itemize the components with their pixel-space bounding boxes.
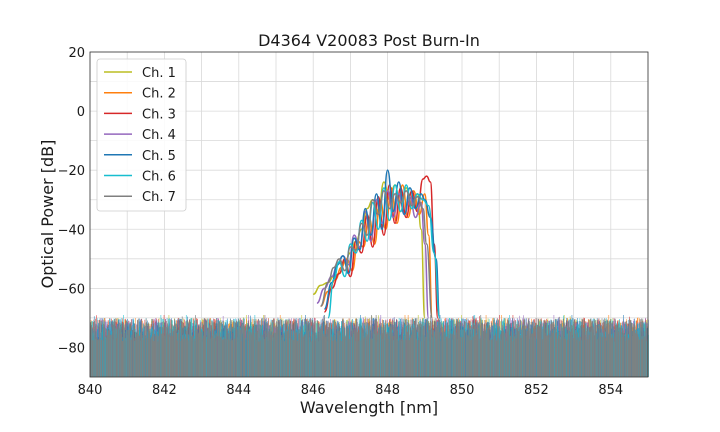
legend-label-5: Ch. 5 [142, 149, 176, 164]
legend-box [96, 58, 187, 212]
noise-floor [89, 314, 649, 377]
y-tick-label: −40 [58, 223, 85, 238]
legend-label-6: Ch. 6 [142, 170, 176, 185]
series-layer [312, 169, 441, 319]
y-axis-label: Optical Power [dB] [38, 140, 57, 289]
legend-label-1: Ch. 1 [142, 66, 176, 81]
series-line-6 [327, 184, 441, 319]
y-tick-label: −20 [58, 164, 85, 179]
legend-label-3: Ch. 3 [142, 107, 176, 122]
series-line-2 [320, 184, 433, 319]
x-axis-label: Wavelength [nm] [300, 398, 438, 417]
chart-title: D4364 V20083 Post Burn-In [258, 31, 480, 50]
series-line-7 [319, 190, 433, 319]
legend-label-2: Ch. 2 [142, 87, 176, 102]
legend: Ch. 1 Ch. 2 Ch. 3 Ch. 4 Ch. 5 Ch. 6 Ch. 7 [96, 58, 187, 212]
y-tick-label: −60 [58, 282, 85, 297]
legend-label-7: Ch. 7 [142, 190, 176, 205]
y-tick-label: −80 [58, 341, 85, 356]
legend-label-4: Ch. 4 [142, 128, 176, 143]
x-tick-label: 852 [524, 383, 549, 398]
x-tick-label: 848 [375, 383, 400, 398]
y-tick-label: 20 [68, 46, 85, 61]
x-tick-label: 846 [301, 383, 326, 398]
y-axis-ticks: 20 0 −20 −40 −60 −80 [58, 46, 85, 356]
y-tick-label: 0 [77, 105, 85, 120]
x-axis-ticks: 840 842 844 846 848 850 852 854 [78, 383, 624, 398]
x-tick-label: 844 [226, 383, 251, 398]
x-tick-label: 840 [78, 383, 103, 398]
series-line-5 [323, 169, 441, 319]
plot-frame [89, 51, 649, 378]
x-tick-label: 850 [450, 383, 475, 398]
x-tick-label: 854 [598, 383, 623, 398]
x-tick-label: 842 [152, 383, 177, 398]
